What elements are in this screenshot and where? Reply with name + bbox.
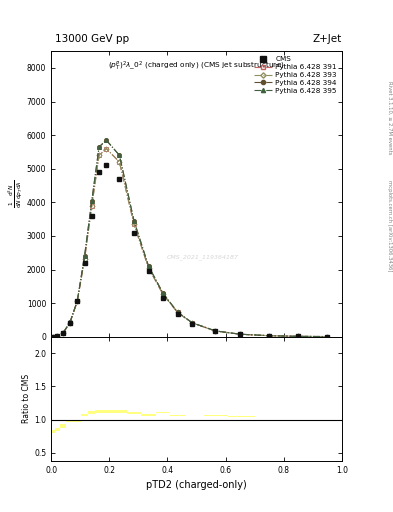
- Text: mcplots.cern.ch [arXiv:1306.3436]: mcplots.cern.ch [arXiv:1306.3436]: [387, 180, 392, 271]
- Y-axis label: $\frac{1}{\mathrm{d}N}\frac{\mathrm{d}^2N}{\mathrm{d}p_T\mathrm{d}\lambda}$: $\frac{1}{\mathrm{d}N}\frac{\mathrm{d}^2…: [7, 180, 25, 208]
- Text: Z+Jet: Z+Jet: [313, 33, 342, 44]
- Text: Rivet 3.1.10, ≥ 2.7M events: Rivet 3.1.10, ≥ 2.7M events: [387, 81, 392, 155]
- Text: CMS_2021_119364187: CMS_2021_119364187: [166, 254, 238, 260]
- Legend: CMS, Pythia 6.428 391, Pythia 6.428 393, Pythia 6.428 394, Pythia 6.428 395: CMS, Pythia 6.428 391, Pythia 6.428 393,…: [252, 55, 338, 95]
- Text: 13000 GeV pp: 13000 GeV pp: [55, 33, 129, 44]
- Y-axis label: Ratio to CMS: Ratio to CMS: [22, 374, 31, 423]
- Text: $(p_T^P)^2\lambda\_0^2$ (charged only) (CMS jet substructure): $(p_T^P)^2\lambda\_0^2$ (charged only) (…: [108, 60, 285, 73]
- X-axis label: pTD2 (charged-only): pTD2 (charged-only): [146, 480, 247, 490]
